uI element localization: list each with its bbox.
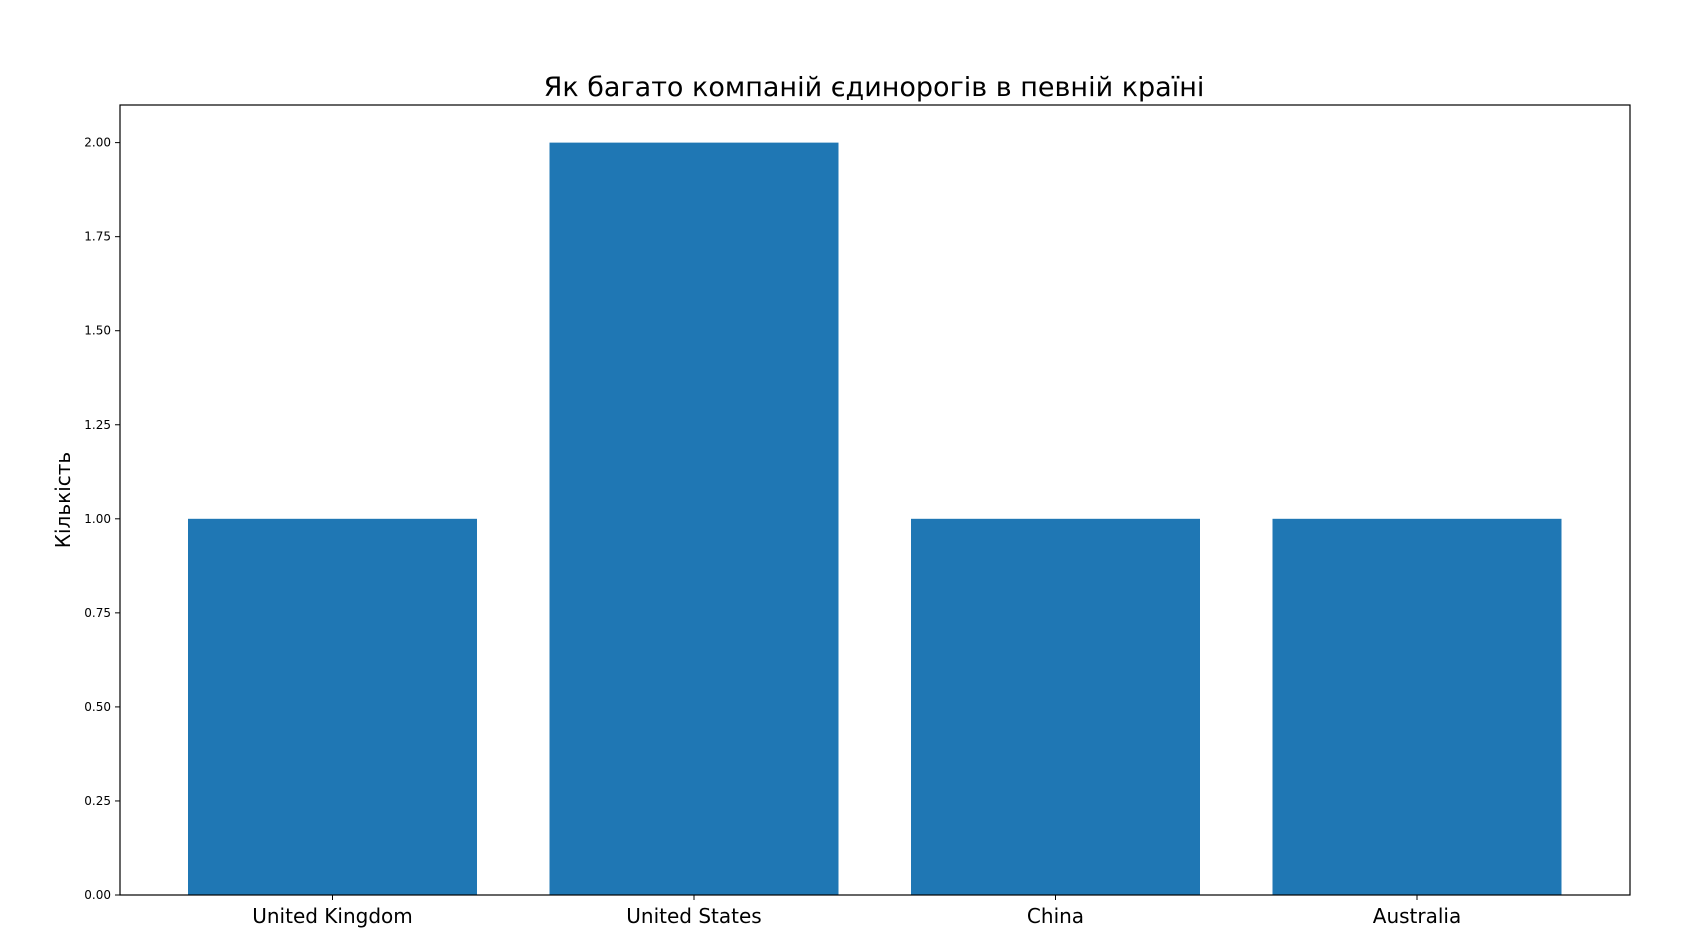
bar-china [911, 518, 1200, 895]
x-tick-label: Australia [1373, 904, 1461, 928]
plot-frame [119, 104, 1631, 896]
x-axis: United Kingdom United States China Australi… [252, 895, 1461, 928]
y-tick-label: 0.75 [84, 606, 111, 620]
bar-united-states [549, 142, 839, 896]
y-tick-label: 2.00 [84, 136, 111, 150]
y-tick-label: 1.25 [84, 418, 111, 432]
x-tick-label: United Kingdom [252, 904, 413, 928]
bar-australia [1272, 518, 1562, 895]
x-tick-label: China [1027, 904, 1084, 928]
x-tick-label: United States [626, 904, 761, 928]
bar-united-kingdom [188, 518, 477, 895]
chart-title: Як багато компаній єдинорогів в певній к… [544, 72, 1205, 103]
y-tick-label: 1.00 [84, 512, 111, 526]
y-tick-label: 0.25 [84, 794, 111, 808]
bars-group [188, 142, 1562, 896]
y-tick-label: 0.50 [84, 700, 111, 714]
y-tick-label: 1.50 [84, 324, 111, 338]
y-tick-label: 1.75 [84, 230, 111, 244]
y-tick-label: 0.00 [84, 888, 111, 902]
y-axis-label: Кількість [51, 452, 75, 548]
y-axis: 0.00 0.25 0.50 0.75 1.00 1.25 1.50 1.75 2.00 [84, 136, 120, 902]
